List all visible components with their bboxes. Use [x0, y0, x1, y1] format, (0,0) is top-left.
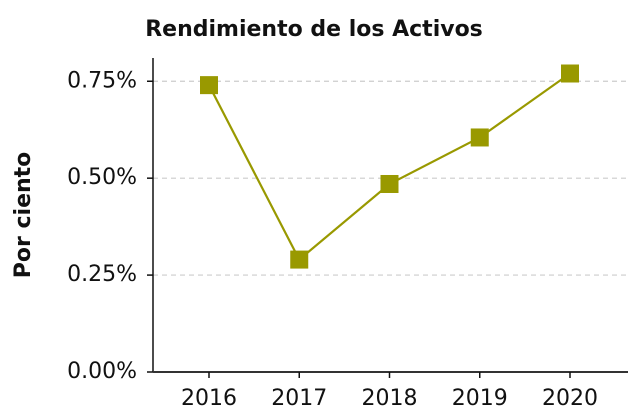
x-tick-label: 2017 — [271, 386, 327, 411]
x-tick-label: 2018 — [362, 386, 418, 411]
marker — [470, 128, 489, 147]
y-tick-label: 0.00% — [67, 359, 137, 384]
marker — [290, 250, 309, 269]
y-axis-label: Por ciento — [11, 152, 36, 279]
y-tick-label: 0.75% — [67, 68, 137, 93]
y-tick-label: 0.50% — [67, 165, 137, 190]
x-tick-label: 2019 — [452, 386, 508, 411]
y-tick-label: 0.25% — [67, 262, 137, 287]
x-tick-label: 2020 — [542, 386, 598, 411]
marker — [200, 76, 218, 95]
chart-title: Rendimiento de los Activos — [145, 17, 483, 42]
marker — [561, 64, 579, 83]
x-tick-label: 2016 — [181, 386, 237, 411]
line — [208, 72, 571, 262]
marker — [380, 174, 399, 193]
